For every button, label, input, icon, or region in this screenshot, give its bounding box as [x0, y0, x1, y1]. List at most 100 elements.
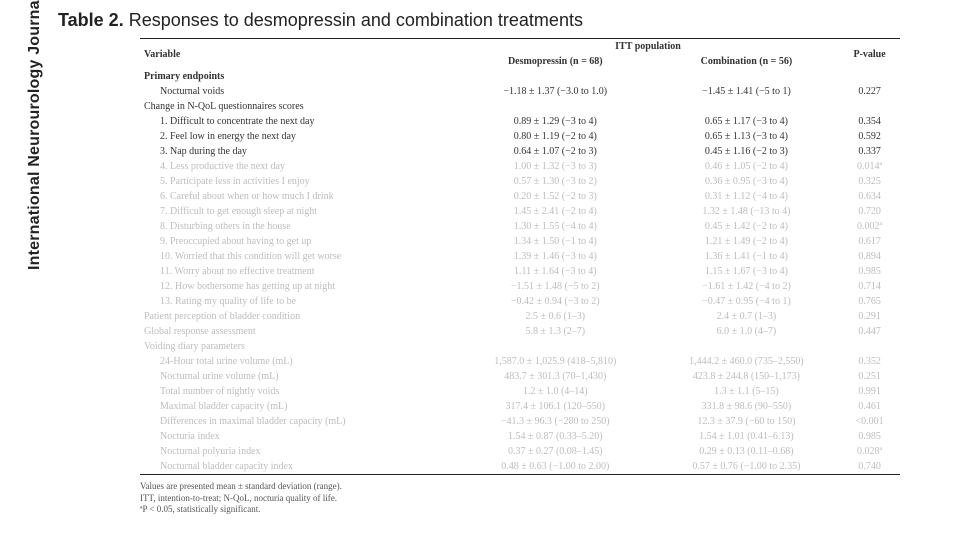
row-label: 10. Worried that this condition will get… [140, 249, 457, 264]
cell-desmopressin: 5.8 ± 1.3 (2–7) [457, 324, 654, 339]
table-row: Change in N-QoL questionnaires scores [140, 99, 900, 114]
cell-pvalue: 0.227 [839, 84, 900, 99]
cell-combination: 0.45 ± 1.16 (−2 to 3) [654, 144, 839, 159]
cell-combination: 1.36 ± 1.41 (−1 to 4) [654, 249, 839, 264]
table-row: Nocturnal bladder capacity index0.48 ± 0… [140, 459, 900, 475]
cell-pvalue: 0.985 [839, 429, 900, 444]
row-label: Primary endpoints [140, 69, 457, 84]
table-footnotes: Values are presented mean ± standard dev… [140, 481, 900, 516]
cell-combination: 0.46 ± 1.05 (−2 to 4) [654, 159, 839, 174]
cell-pvalue: <0.001 [839, 414, 900, 429]
cell-combination: 0.36 ± 0.95 (−3 to 4) [654, 174, 839, 189]
cell-pvalue: 0.461 [839, 399, 900, 414]
cell-combination: 12.3 ± 37.9 (−60 to 150) [654, 414, 839, 429]
cell-desmopressin: 1,587.0 ± 1,025.9 (418–5,810) [457, 354, 654, 369]
row-label: 9. Preoccupied about having to get up [140, 234, 457, 249]
cell-combination: 0.57 ± 0.76 (−1.00 to 2.35) [654, 459, 839, 475]
row-label: Nocturnal bladder capacity index [140, 459, 457, 475]
cell-pvalue: 0.002ª [839, 219, 900, 234]
row-label: 1. Difficult to concentrate the next day [140, 114, 457, 129]
table-wrapper: Variable ITT population P-value Desmopre… [140, 38, 900, 516]
table-row: 10. Worried that this condition will get… [140, 249, 900, 264]
table-row: 3. Nap during the day0.64 ± 1.07 (−2 to … [140, 144, 900, 159]
cell-pvalue: 0.014ª [839, 159, 900, 174]
cell-combination: −1.61 ± 1.42 (−4 to 2) [654, 279, 839, 294]
table-row: Differences in maximal bladder capacity … [140, 414, 900, 429]
row-label: 3. Nap during the day [140, 144, 457, 159]
row-label: 6. Careful about when or how much I drin… [140, 189, 457, 204]
cell-pvalue: 0.447 [839, 324, 900, 339]
table-row: 1. Difficult to concentrate the next day… [140, 114, 900, 129]
cell-desmopressin: 0.37 ± 0.27 (0.08–1.45) [457, 444, 654, 459]
table-row: Voiding diary parameters [140, 339, 900, 354]
cell-desmopressin [457, 339, 654, 354]
footnote-line: ITT, intention-to-treat; N-QoL, nocturia… [140, 493, 900, 505]
cell-pvalue: 0.991 [839, 384, 900, 399]
cell-pvalue [839, 69, 900, 84]
cell-combination: 0.31 ± 1.12 (−4 to 4) [654, 189, 839, 204]
cell-desmopressin: 2.5 ± 0.6 (1–3) [457, 309, 654, 324]
cell-desmopressin [457, 99, 654, 114]
table-row: 8. Disturbing others in the house1.30 ± … [140, 219, 900, 234]
row-label: Change in N-QoL questionnaires scores [140, 99, 457, 114]
row-label: 8. Disturbing others in the house [140, 219, 457, 234]
cell-desmopressin: 1.11 ± 1.64 (−3 to 4) [457, 264, 654, 279]
table-row: Nocturnal polyuria index0.37 ± 0.27 (0.0… [140, 444, 900, 459]
col-header-desmopressin: Desmopressin (n = 68) [457, 54, 654, 69]
cell-desmopressin: 1.45 ± 2.41 (−2 to 4) [457, 204, 654, 219]
cell-desmopressin: 483.7 ± 301.3 (70–1,430) [457, 369, 654, 384]
cell-pvalue: 0.251 [839, 369, 900, 384]
table-title-text: Responses to desmopressin and combinatio… [124, 10, 583, 30]
table-row: 7. Difficult to get enough sleep at nigh… [140, 204, 900, 219]
col-header-pvalue: P-value [839, 39, 900, 70]
cell-combination: 0.65 ± 1.17 (−3 to 4) [654, 114, 839, 129]
col-header-variable: Variable [140, 39, 457, 70]
cell-desmopressin: 1.39 ± 1.46 (−3 to 4) [457, 249, 654, 264]
table-row: Patient perception of bladder condition2… [140, 309, 900, 324]
row-label: Maximal bladder capacity (mL) [140, 399, 457, 414]
table-caption: Table 2. Responses to desmopressin and c… [58, 10, 583, 31]
cell-desmopressin: 0.48 ± 0.63 (−1.00 to 2.00) [457, 459, 654, 475]
cell-desmopressin: −41.3 ± 96.3 (−280 to 250) [457, 414, 654, 429]
table-number: Table 2. [58, 10, 124, 30]
row-label: Patient perception of bladder condition [140, 309, 457, 324]
col-header-combination: Combination (n = 56) [654, 54, 839, 69]
cell-desmopressin [457, 69, 654, 84]
cell-desmopressin: 1.34 ± 1.50 (−1 to 4) [457, 234, 654, 249]
cell-combination: 1.21 ± 1.49 (−2 to 4) [654, 234, 839, 249]
row-label: Total number of nightly voids [140, 384, 457, 399]
cell-desmopressin: −1.51 ± 1.48 (−5 to 2) [457, 279, 654, 294]
row-label: 5. Participate less in activities I enjo… [140, 174, 457, 189]
cell-desmopressin: 1.30 ± 1.55 (−4 to 4) [457, 219, 654, 234]
row-label: 11. Worry about no effective treatment [140, 264, 457, 279]
row-label: Nocturnal voids [140, 84, 457, 99]
cell-pvalue: 0.714 [839, 279, 900, 294]
col-header-group: ITT population [457, 39, 839, 55]
cell-pvalue: 0.325 [839, 174, 900, 189]
table-row: 11. Worry about no effective treatment1.… [140, 264, 900, 279]
cell-combination: 0.45 ± 1.42 (−2 to 4) [654, 219, 839, 234]
cell-combination: 1.15 ± 1.67 (−3 to 4) [654, 264, 839, 279]
cell-combination [654, 99, 839, 114]
footnote-line: ªP < 0.05, statistically significant. [140, 504, 900, 516]
table-row: 9. Preoccupied about having to get up1.3… [140, 234, 900, 249]
cell-pvalue: 0.337 [839, 144, 900, 159]
table-row: 13. Rating my quality of life to be−0.42… [140, 294, 900, 309]
table-row: 5. Participate less in activities I enjo… [140, 174, 900, 189]
cell-pvalue: 0.291 [839, 309, 900, 324]
journal-citation: International Neurourology Journal 2014;… [26, 0, 44, 270]
cell-combination: 1.54 ± 1.01 (0.41–6.13) [654, 429, 839, 444]
row-label: 2. Feel low in energy the next day [140, 129, 457, 144]
row-label: 12. How bothersome has getting up at nig… [140, 279, 457, 294]
cell-combination [654, 339, 839, 354]
row-label: 24-Hour total urine volume (mL) [140, 354, 457, 369]
cell-desmopressin: 1.00 ± 1.32 (−3 to 3) [457, 159, 654, 174]
row-label: Voiding diary parameters [140, 339, 457, 354]
cell-pvalue: 0.592 [839, 129, 900, 144]
table-row: Global response assessment5.8 ± 1.3 (2–7… [140, 324, 900, 339]
cell-pvalue: 0.720 [839, 204, 900, 219]
cell-desmopressin: 0.89 ± 1.29 (−3 to 4) [457, 114, 654, 129]
cell-combination: 1,444.2 ± 460.0 (735–2,550) [654, 354, 839, 369]
cell-combination: 423.8 ± 244.8 (150–1,173) [654, 369, 839, 384]
cell-pvalue [839, 99, 900, 114]
